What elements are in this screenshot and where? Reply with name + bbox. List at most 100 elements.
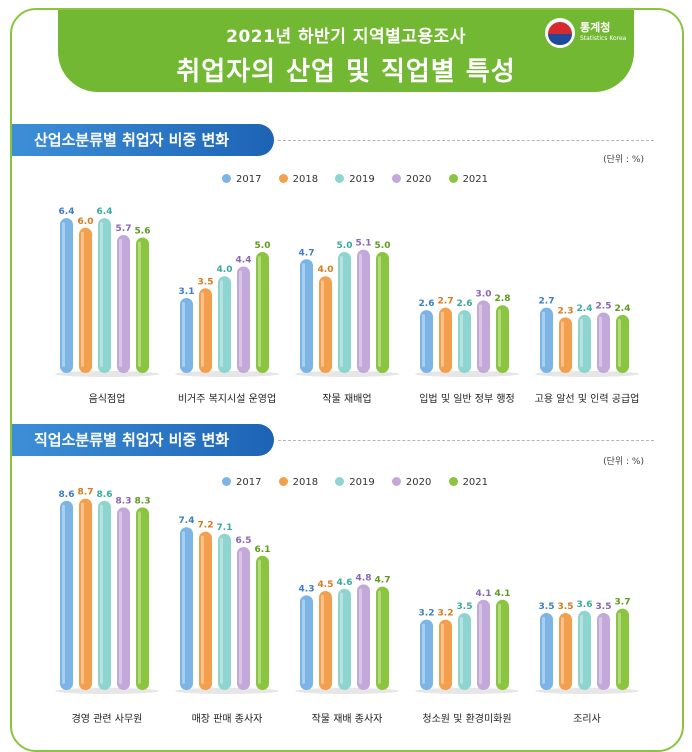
legend-label: 2018 [292,477,319,488]
bar-highlight [220,537,223,684]
bar [357,249,370,373]
legend-label: 2018 [292,174,319,185]
bar-value-label: 3.2 [438,609,454,619]
legend-label: 2020 [405,477,432,488]
bar [136,237,149,373]
section-divider [278,140,654,141]
category-label: 경영 관련 사무원 [71,714,143,725]
bar [180,297,193,373]
category-label: 작물 재배 종사자 [311,714,383,725]
bar-highlight [62,222,65,367]
bar-value-label: 8.7 [78,488,94,498]
title-line-1: 2021년 하반기 지역별고용조사 [226,27,466,47]
bar-value-label: 6.0 [78,217,94,227]
bar [616,608,629,690]
bar-value-label: 6.4 [97,207,113,217]
bar-value-label: 3.2 [419,609,435,619]
bar [218,276,231,373]
bar-highlight [258,256,261,367]
category-label: 매장 판매 종사자 [191,714,263,725]
bar-highlight [580,318,583,367]
bar-value-label: 7.1 [217,523,233,533]
legend-item: 2020 [391,477,432,488]
bar-highlight [138,511,141,684]
bar-highlight [81,231,84,367]
legend-label: 2017 [236,477,262,488]
bar [319,276,332,373]
bar-value-label: 5.1 [356,239,372,249]
bar [136,507,149,690]
bar [199,288,212,373]
bar-value-label: 4.6 [337,578,353,588]
bar-value-label: 4.1 [476,589,492,599]
bar-value-label: 4.5 [318,580,334,590]
bar [60,500,73,690]
bar [597,312,610,373]
category-label: 비거주 복지시설 운영업 [177,394,277,405]
bar-highlight [340,592,343,684]
bar-value-label: 3.1 [179,287,195,297]
bar [477,599,490,690]
bar [98,218,111,373]
bar-value-label: 8.3 [135,496,151,506]
bar [458,310,471,373]
title-banner: 2021년 하반기 지역별고용조사 취업자의 산업 및 직업별 특성 [58,10,634,92]
bar [376,586,389,690]
bar-value-label: 4.8 [356,573,372,583]
bar [237,266,250,373]
taegeuk-logo-icon [545,18,575,48]
bar-value-label: 3.5 [539,602,555,612]
bar-highlight [62,504,65,684]
unit-label: (단위 : %) [603,457,644,467]
legend-industry: 2017 2018 2019 2020 2021 [222,174,502,188]
bar-highlight [201,292,204,367]
bar-highlight [359,588,362,684]
bar-highlight [138,241,141,367]
bar [458,613,471,690]
bar-value-label: 2.4 [577,304,593,314]
bar-value-label: 2.7 [438,297,454,307]
bar [376,252,389,373]
bar [496,599,509,690]
bar-highlight [422,314,425,367]
bar-value-label: 3.7 [615,598,631,608]
bar-highlight [498,603,501,684]
bar [218,533,231,690]
bar [79,498,92,690]
bar-highlight [302,263,305,367]
bar-highlight [119,511,122,684]
bar [319,591,332,690]
category-label: 청소원 및 환경미화원 [422,714,512,725]
bar-value-label: 3.6 [577,600,593,610]
bar-value-label: 4.4 [236,256,252,266]
bar-value-label: 8.6 [59,490,75,500]
bar [420,619,433,690]
bar-highlight [359,253,362,367]
bar-highlight [498,309,501,367]
bar [578,314,591,373]
bar-value-label: 5.0 [337,241,353,251]
bar-highlight [100,504,103,684]
bar-highlight [239,551,242,684]
bar [60,218,73,373]
bar [256,555,269,690]
bar-value-label: 7.4 [179,516,195,526]
bar-value-label: 2.3 [558,306,574,316]
category-label: 음식점업 [88,394,126,405]
bar-group-shadow [55,688,159,694]
bar-group-shadow [175,371,279,377]
bar-highlight [618,318,621,367]
bar-highlight [321,280,324,367]
logo-name: 통계청 [580,21,611,34]
bar-highlight [460,617,463,684]
bar-value-label: 5.0 [255,241,271,251]
legend-item: 2019 [335,174,375,185]
bar-value-label: 2.6 [457,299,473,309]
legend-item: 2017 [222,174,261,185]
bar-highlight [201,535,204,684]
bar-value-label: 4.0 [318,265,334,275]
title-line-2: 취업자의 산업 및 직업별 특성 [176,57,516,87]
bar [98,500,111,690]
bar [540,613,553,690]
bar-highlight [561,321,564,367]
